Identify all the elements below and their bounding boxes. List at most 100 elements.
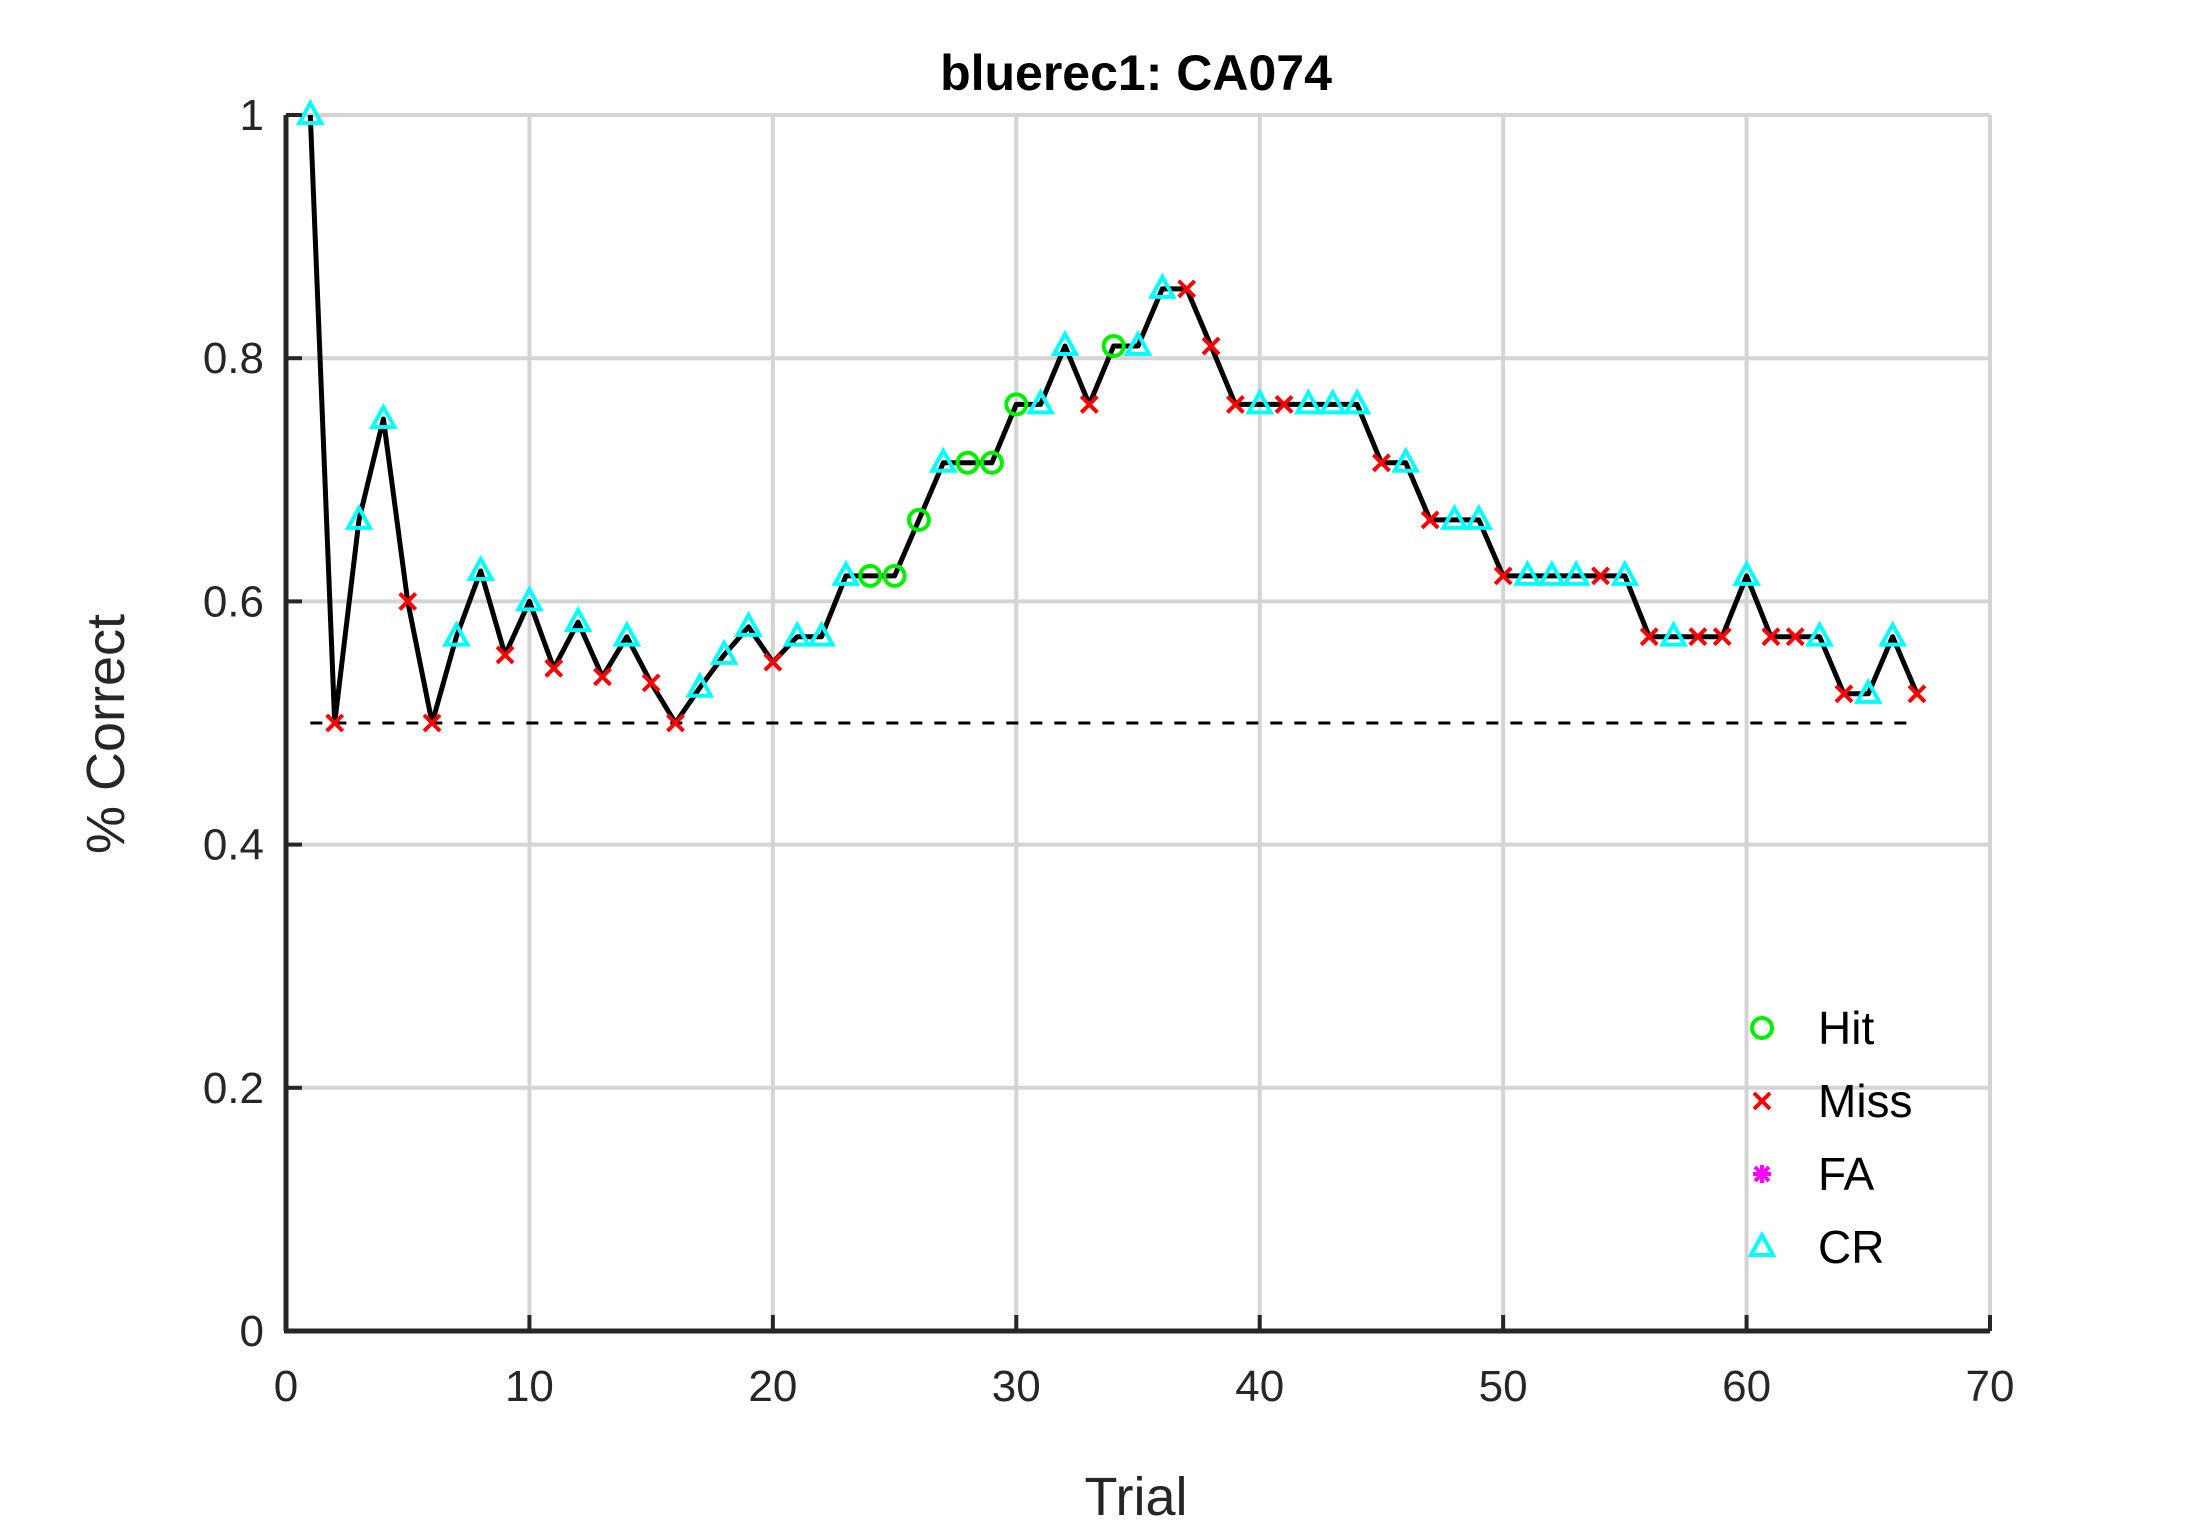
data-point-miss: [422, 713, 442, 733]
x-tick-label: 50: [1479, 1362, 1528, 1411]
data-point-miss: [1688, 627, 1708, 647]
x-tick-label: 20: [748, 1362, 797, 1411]
data-point-hit: [882, 563, 907, 588]
data-point-cr: [1294, 388, 1323, 415]
data-point-cr: [295, 98, 325, 125]
data-point-miss: [1591, 566, 1610, 586]
miss-stroke: [1493, 566, 1513, 586]
chart-title: bluerec1: CA074: [940, 45, 1332, 101]
data-point-cr: [709, 638, 739, 665]
data-point-cr: [563, 605, 593, 633]
data-point-miss: [1834, 684, 1854, 704]
miss-stroke: [1785, 627, 1805, 647]
miss-stroke: [763, 652, 783, 672]
x-tick-label: 60: [1722, 1362, 1771, 1411]
miss-stroke: [1712, 627, 1732, 647]
legend-marker-hit: [1750, 1016, 1774, 1040]
data-point-cr: [1342, 388, 1372, 415]
y-axis-label: % Correct: [76, 614, 136, 854]
miss-stroke: [1639, 627, 1659, 647]
data-point-cr: [734, 610, 763, 637]
x-tick-label: 40: [1235, 1362, 1284, 1411]
data-point-miss: [1201, 336, 1221, 356]
legend-marker-fa: [1753, 1165, 1771, 1183]
miss-stroke: [1079, 394, 1099, 414]
y-tick-label: 0.4: [203, 821, 264, 870]
miss-stroke: [1834, 684, 1854, 704]
miss-stroke: [641, 673, 661, 693]
data-point-cr: [782, 620, 812, 647]
data-point-miss: [1785, 627, 1805, 647]
data-point-cr: [1123, 329, 1153, 357]
miss-stroke: [1907, 684, 1927, 704]
miss-stroke: [398, 591, 418, 611]
miss-stroke: [1225, 394, 1245, 414]
data-point-miss: [1177, 279, 1197, 299]
data-point-miss: [1493, 566, 1513, 586]
data-point-cr: [1147, 272, 1177, 299]
x-tick-label: 30: [992, 1362, 1041, 1411]
data-point-cr: [1805, 620, 1834, 647]
miss-stroke: [593, 667, 612, 687]
miss-stroke: [1177, 279, 1197, 299]
data-point-cr: [466, 554, 496, 581]
data-point-cr: [612, 620, 642, 647]
data-point-cr: [1245, 388, 1275, 415]
x-tick-label: 70: [1966, 1362, 2015, 1411]
data-point-hit: [955, 450, 980, 475]
miss-stroke: [1372, 453, 1391, 473]
data-point-cr: [1391, 446, 1421, 473]
data-point-miss: [1274, 394, 1294, 414]
data-point-cr: [1513, 559, 1542, 586]
miss-stroke: [1688, 627, 1708, 647]
data-point-hit: [1101, 334, 1126, 359]
miss-stroke: [1201, 336, 1221, 356]
miss-stroke: [1752, 1091, 1772, 1111]
y-tick-label: 0.2: [203, 1064, 264, 1113]
data-point-miss: [1420, 510, 1440, 530]
axes: 0 10 20 30 40 50 60 70 0 0.2 0.4 0.6 0.8 1: [203, 91, 2015, 1411]
data-point-cr: [368, 402, 398, 429]
data-point-hit: [858, 563, 883, 588]
data-point-miss: [1225, 394, 1245, 414]
y-tick-label: 0: [240, 1307, 264, 1356]
x-tick-label: 10: [505, 1362, 554, 1411]
data-point-cr: [344, 503, 374, 530]
data-point-miss: [544, 658, 564, 678]
legend-marker-cr: [1747, 1230, 1777, 1257]
miss-stroke: [544, 658, 564, 678]
data-point-miss: [641, 673, 661, 693]
data-point-cr: [1732, 559, 1761, 586]
legend-label-fa: FA: [1818, 1148, 1875, 1200]
x-axis-label: Trial: [1085, 1467, 1188, 1527]
data-point-cr: [807, 620, 836, 647]
data-point-miss: [325, 713, 345, 733]
data-point-cr: [1659, 620, 1688, 647]
data-point-miss: [1639, 627, 1659, 647]
miss-stroke: [1420, 510, 1440, 530]
data-point-cr: [685, 671, 715, 698]
y-tick-label: 0.8: [203, 334, 264, 383]
miss-stroke: [325, 713, 345, 733]
data-point-miss: [1761, 627, 1781, 647]
data-point-cr: [1464, 503, 1494, 530]
miss-stroke: [666, 713, 685, 733]
miss-stroke: [1591, 566, 1610, 586]
data-point-miss: [1372, 453, 1391, 473]
data-point-cr: [1440, 503, 1469, 530]
data-point-cr: [442, 620, 471, 647]
data-point-miss: [763, 652, 783, 672]
data-point-miss: [398, 591, 418, 611]
data-point-miss: [666, 713, 685, 733]
data-point-miss: [495, 645, 515, 665]
data-point-miss: [1712, 627, 1732, 647]
data-point-cr: [1878, 620, 1908, 647]
miss-stroke: [495, 645, 515, 665]
legend: Hit Miss FA CR: [1747, 1002, 1913, 1273]
miss-stroke: [1274, 394, 1294, 414]
miss-stroke: [422, 713, 442, 733]
data-point-cr: [1537, 559, 1567, 586]
y-tick-label: 1: [240, 91, 264, 140]
